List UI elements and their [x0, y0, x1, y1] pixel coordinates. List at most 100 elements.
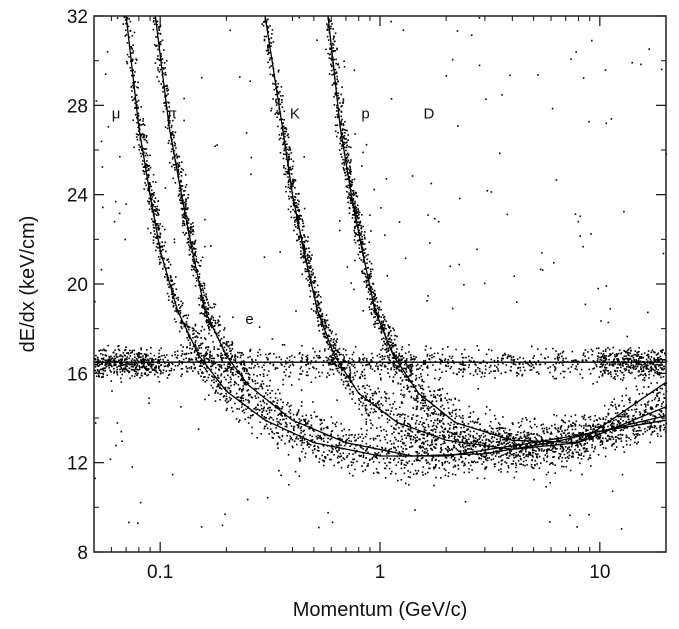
- scatter-point: [385, 351, 388, 353]
- scatter-point: [348, 192, 350, 194]
- scatter-point: [369, 437, 372, 440]
- scatter-point: [634, 401, 636, 404]
- scatter-point: [307, 240, 309, 243]
- scatter-point: [272, 82, 274, 85]
- scatter-point: [286, 423, 288, 426]
- scatter-point: [402, 442, 405, 445]
- scatter-point: [626, 427, 628, 429]
- scatter-point: [198, 332, 201, 335]
- scatter-point: [323, 464, 325, 467]
- scatter-point: [519, 455, 521, 458]
- scatter-point: [172, 163, 175, 166]
- scatter-point: [324, 335, 326, 338]
- scatter-point: [330, 63, 332, 66]
- scatter-point: [421, 471, 424, 473]
- scatter-point: [237, 384, 240, 386]
- scatter-point: [464, 442, 466, 445]
- scatter-point: [306, 253, 309, 256]
- scatter-point: [275, 102, 278, 104]
- scatter-point: [157, 200, 159, 202]
- scatter-point: [575, 440, 578, 442]
- scatter-point: [319, 316, 322, 318]
- scatter-point: [282, 138, 285, 140]
- scatter-point: [293, 429, 295, 432]
- scatter-point: [343, 136, 345, 139]
- scatter-point: [300, 253, 302, 255]
- scatter-point: [126, 62, 129, 65]
- scatter-point: [433, 396, 435, 398]
- scatter-point: [214, 319, 217, 322]
- scatter-point: [289, 191, 291, 193]
- scatter-point: [489, 421, 492, 423]
- scatter-point: [430, 444, 432, 446]
- scatter-point: [184, 204, 187, 207]
- scatter-point: [207, 307, 209, 310]
- scatter-point: [210, 318, 212, 320]
- scatter-point: [191, 245, 194, 247]
- scatter-point: [558, 452, 561, 455]
- scatter-point: [131, 99, 134, 102]
- scatter-point: [137, 115, 140, 117]
- scatter-point: [188, 245, 191, 248]
- scatter-point: [531, 467, 534, 469]
- scatter-point: [204, 311, 206, 314]
- scatter-point: [400, 467, 403, 470]
- scatter-point: [451, 448, 453, 450]
- scatter-point: [621, 395, 623, 397]
- scatter-point: [344, 387, 347, 389]
- scatter-point: [282, 143, 285, 145]
- scatter-point: [428, 467, 430, 470]
- scatter-point: [150, 193, 153, 196]
- scatter-point: [188, 218, 190, 221]
- scatter-point: [365, 450, 367, 452]
- scatter-point: [194, 266, 196, 268]
- scatter-point: [433, 422, 435, 424]
- scatter-point: [223, 342, 226, 344]
- scatter-point: [589, 435, 591, 438]
- scatter-point: [245, 372, 247, 375]
- scatter-point: [167, 142, 170, 144]
- scatter-point: [533, 478, 535, 481]
- scatter-point: [287, 208, 290, 211]
- scatter-point: [320, 438, 323, 441]
- scatter-point: [299, 241, 302, 243]
- scatter-point: [508, 434, 511, 437]
- scatter-point: [413, 460, 416, 462]
- scatter-point: [241, 374, 243, 377]
- scatter-point: [574, 448, 576, 451]
- scatter-point: [468, 471, 470, 474]
- scatter-point: [243, 412, 246, 414]
- scatter-point: [143, 171, 145, 173]
- scatter-point: [203, 356, 205, 359]
- scatter-point: [524, 464, 526, 467]
- scatter-point: [345, 153, 348, 156]
- scatter-point: [279, 137, 282, 139]
- scatter-point: [656, 389, 658, 392]
- scatter-point: [572, 452, 574, 455]
- scatter-point: [339, 452, 342, 455]
- scatter-point: [365, 442, 368, 445]
- scatter-point: [532, 448, 534, 450]
- scatter-point: [296, 227, 299, 229]
- scatter-point: [395, 419, 398, 422]
- scatter-point: [217, 392, 219, 394]
- scatter-point: [150, 232, 152, 234]
- scatter-point: [395, 428, 397, 431]
- scatter-point: [343, 444, 346, 447]
- scatter-point: [163, 62, 166, 64]
- scatter-point: [346, 384, 348, 387]
- scatter-point: [212, 376, 214, 378]
- scatter-point: [433, 484, 435, 487]
- scatter-point: [265, 35, 268, 38]
- scatter-point: [159, 232, 162, 235]
- scatter-point: [183, 222, 185, 225]
- scatter-point: [285, 146, 288, 149]
- scatter-point: [337, 358, 340, 361]
- scatter-point: [461, 460, 464, 463]
- scatter-point: [171, 300, 173, 302]
- scatter-point: [552, 445, 554, 448]
- scatter-point: [528, 451, 530, 453]
- scatter-point: [330, 349, 333, 351]
- scatter-point: [576, 443, 578, 446]
- scatter-point: [349, 171, 351, 173]
